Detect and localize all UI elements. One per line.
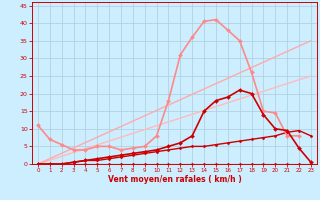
X-axis label: Vent moyen/en rafales ( km/h ): Vent moyen/en rafales ( km/h )	[108, 175, 241, 184]
